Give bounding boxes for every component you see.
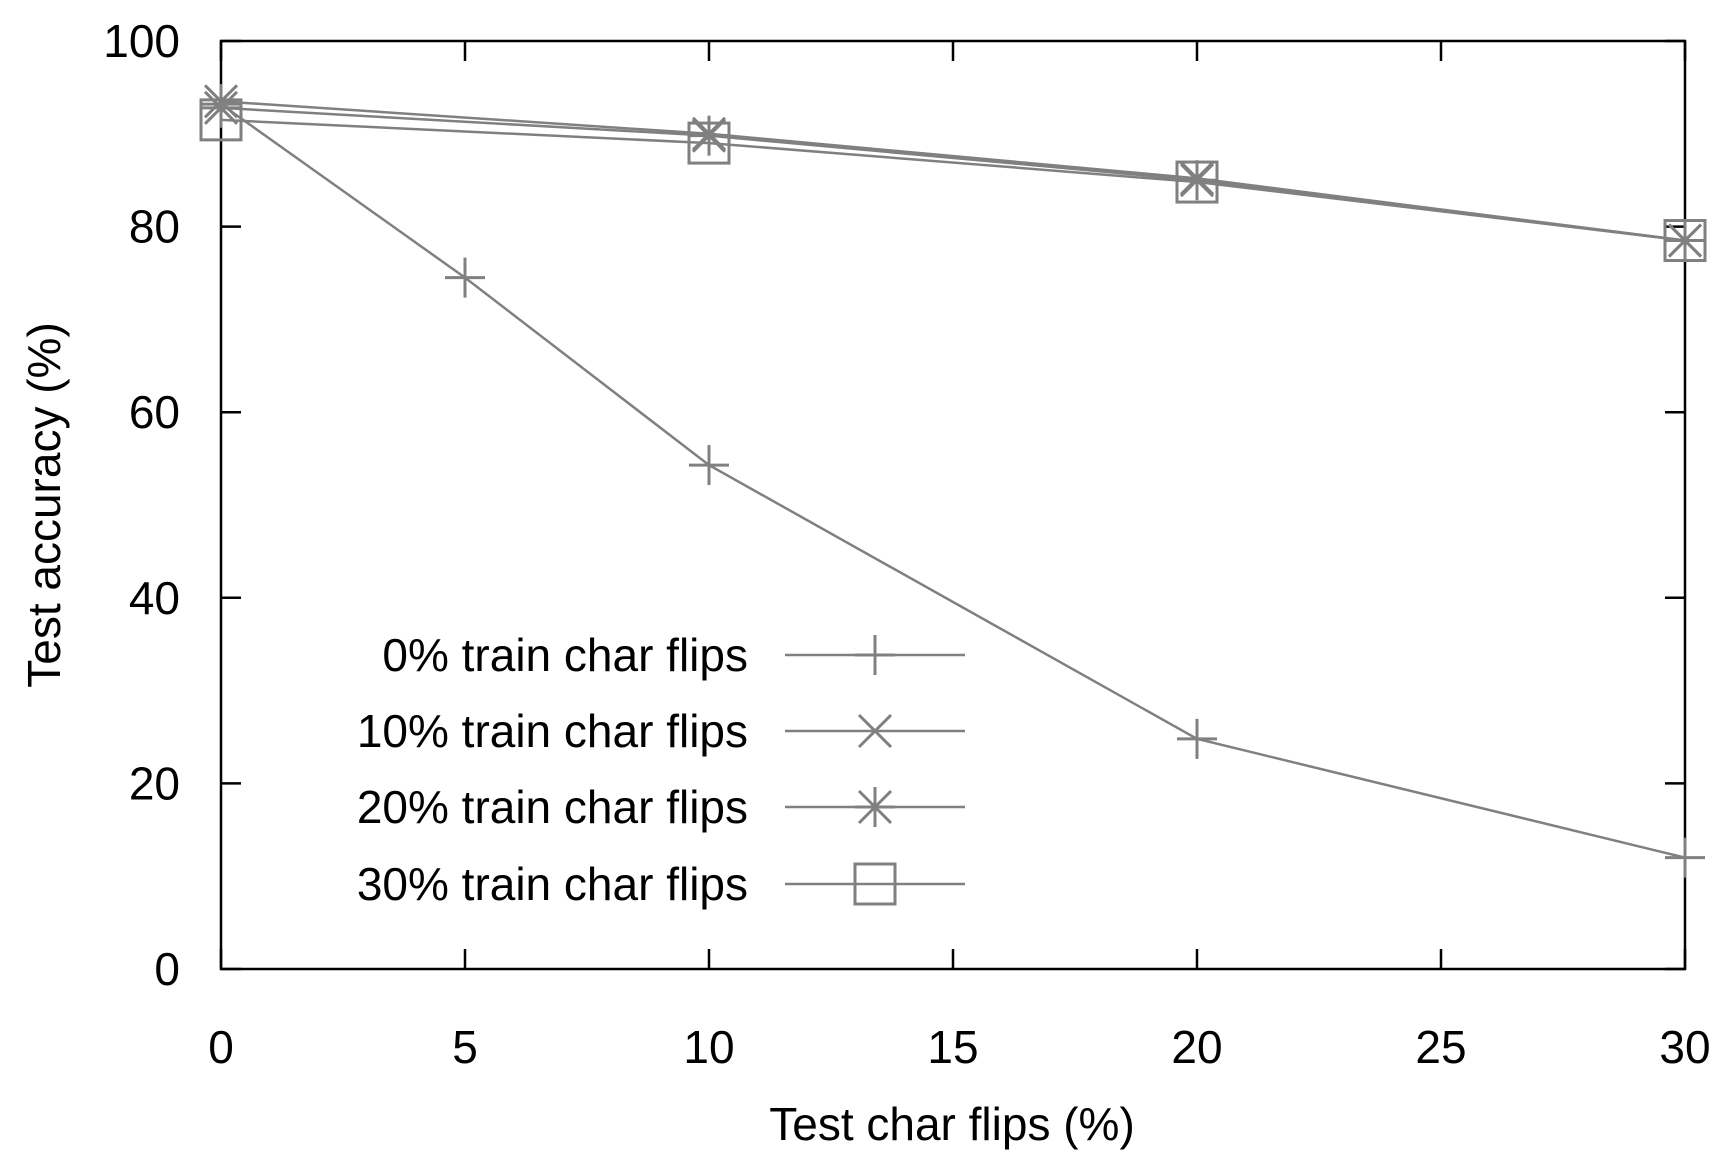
x-tick-label: 15 xyxy=(927,1021,978,1073)
y-axis-label: Test accuracy (%) xyxy=(18,322,70,688)
legend-entry: 10% train char flips xyxy=(357,705,965,757)
data-point xyxy=(445,257,485,298)
data-point xyxy=(689,445,729,486)
legend-marker-box xyxy=(853,862,897,906)
data-point-box xyxy=(687,121,731,165)
legend-marker-d2 xyxy=(857,713,893,749)
x-tick-label: 20 xyxy=(1171,1021,1222,1073)
y-tick-label: 100 xyxy=(103,15,180,67)
legend-marker xyxy=(855,787,895,827)
series-line xyxy=(220,118,1686,242)
x-tick-label: 0 xyxy=(208,1021,234,1073)
data-point xyxy=(1663,219,1707,263)
y-tick-label: 0 xyxy=(154,943,180,995)
data-point xyxy=(689,115,729,156)
x-tick-label: 10 xyxy=(683,1021,734,1073)
y-tick-label: 60 xyxy=(129,386,180,438)
legend-marker xyxy=(857,713,893,749)
series-line xyxy=(220,106,1686,242)
data-point-d2 xyxy=(1179,163,1215,198)
legend-marker xyxy=(853,862,897,906)
series-0 xyxy=(201,84,1705,878)
y-tick-label: 80 xyxy=(129,201,180,253)
y-tick-label: 40 xyxy=(129,572,180,624)
y-tick-label: 20 xyxy=(129,757,180,809)
data-point xyxy=(1177,718,1217,759)
legend-entry: 20% train char flips xyxy=(357,781,965,833)
series-2 xyxy=(201,87,1705,261)
data-point xyxy=(199,98,243,142)
data-point-d2 xyxy=(691,118,727,153)
legend-marker xyxy=(855,635,895,675)
series-layer xyxy=(199,84,1707,878)
legend-entry: 0% train char flips xyxy=(382,629,965,681)
data-point-box xyxy=(1663,219,1707,263)
x-tick-label: 25 xyxy=(1415,1021,1466,1073)
data-point-box xyxy=(199,98,243,142)
legend: 0% train char flips 10% train char flips 2… xyxy=(357,629,965,910)
data-point xyxy=(1175,160,1219,204)
data-point xyxy=(201,87,241,128)
x-tick-label: 30 xyxy=(1659,1021,1710,1073)
data-point-d2 xyxy=(203,90,239,125)
legend-label: 10% train char flips xyxy=(357,705,748,757)
legend-entry: 30% train char flips xyxy=(357,858,965,910)
series-3 xyxy=(199,98,1707,263)
legend-label: 20% train char flips xyxy=(357,781,748,833)
axis-tick-labels: 0 5 10 15 20 25 30 0 20 40 60 80 100 xyxy=(103,15,1710,1073)
axis-ticks xyxy=(219,39,1687,971)
x-tick-label: 5 xyxy=(452,1021,478,1073)
data-point xyxy=(687,121,731,165)
series-line xyxy=(220,100,1686,242)
data-point xyxy=(1665,837,1705,878)
x-axis-label: Test char flips (%) xyxy=(769,1098,1135,1150)
data-point-box xyxy=(1175,160,1219,204)
series-1 xyxy=(203,84,1703,258)
legend-label: 30% train char flips xyxy=(357,858,748,910)
legend-marker-d2 xyxy=(857,789,893,825)
legend-label: 0% train char flips xyxy=(382,629,748,681)
